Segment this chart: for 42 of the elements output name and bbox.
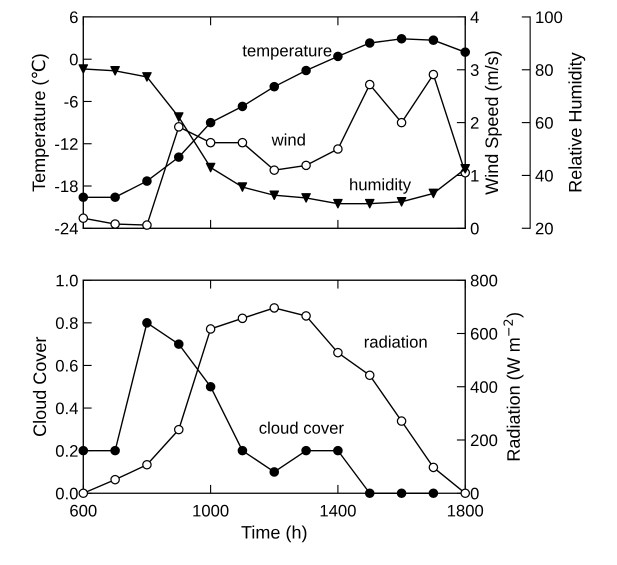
y-tick-label: -24 (55, 222, 78, 234)
y-tick-label: 0 (70, 54, 78, 66)
y-axis-title: Temperature (℃) (32, 54, 49, 192)
y2-tick-label: 4 (470, 12, 479, 23)
y3-tick-label: 80 (536, 64, 553, 76)
y-tick-label: 1.0 (56, 274, 78, 286)
y2-tick-label: 0 (470, 222, 479, 234)
y3-axis-title: Relative Humidity (568, 52, 586, 192)
y2-axis-title: Wind Speed (m/s) (484, 51, 502, 195)
y2-tick-label: 3 (470, 64, 479, 76)
y2-tick-label: 800 (470, 274, 498, 286)
y-tick-label: 6 (70, 11, 78, 24)
y2-tick-label: 0 (470, 488, 479, 500)
y3-tick-label: 100 (536, 11, 562, 24)
series-label: cloud cover (259, 422, 344, 434)
series-label: humidity (350, 178, 412, 194)
y-tick-label: -18 (55, 180, 78, 192)
x-tick-label: 600 (70, 504, 97, 517)
x-tick-label: 1000 (193, 504, 228, 517)
series-label: temperature (242, 46, 332, 60)
y3-tick-label: 60 (536, 117, 553, 129)
x-tick-label: 1800 (448, 504, 484, 517)
y2-tick-label: 200 (470, 434, 498, 446)
y2-tick-label: 400 (470, 381, 498, 393)
y3-tick-label: 40 (535, 170, 553, 182)
y-tick-label: -12 (55, 138, 78, 150)
series-label: radiation (364, 336, 427, 348)
y-tick-label: -6 (64, 96, 78, 108)
y2-axis-title: Radiation (W m$^{−2}$) (503, 313, 524, 460)
series-label: wind (272, 133, 305, 146)
y3-tick-label: 20 (536, 222, 553, 234)
y-tick-label: 0.8 (56, 317, 78, 330)
y-axis-title: Cloud Cover (32, 336, 46, 436)
y-tick-label: 0.6 (56, 360, 78, 372)
y2-tick-label: 2 (470, 117, 479, 129)
y2-tick-label: 1 (471, 170, 479, 182)
y-tick-label: 0.4 (56, 402, 78, 414)
y2-tick-label: 600 (470, 328, 498, 340)
x-tick-label: 1400 (320, 504, 356, 517)
y-tick-label: 0.0 (56, 488, 78, 500)
y-tick-label: 0.2 (56, 445, 78, 457)
x-axis-title: Time (h) (241, 525, 306, 542)
